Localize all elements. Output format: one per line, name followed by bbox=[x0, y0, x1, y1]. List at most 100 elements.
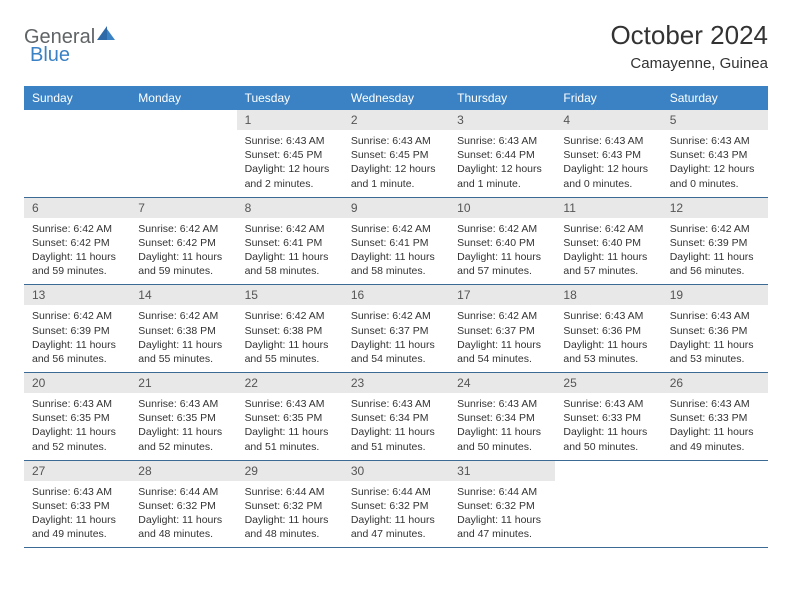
calendar-day-cell: 19Sunrise: 6:43 AMSunset: 6:36 PMDayligh… bbox=[662, 285, 768, 372]
calendar-day-cell: 26Sunrise: 6:43 AMSunset: 6:33 PMDayligh… bbox=[662, 373, 768, 460]
sunset-text: Sunset: 6:36 PM bbox=[670, 324, 760, 338]
sunset-text: Sunset: 6:37 PM bbox=[457, 324, 547, 338]
sunrise-text: Sunrise: 6:42 AM bbox=[457, 222, 547, 236]
day-number: 3 bbox=[449, 110, 555, 130]
daylight-text-1: Daylight: 11 hours bbox=[351, 513, 441, 527]
sunset-text: Sunset: 6:39 PM bbox=[32, 324, 122, 338]
day-number: 22 bbox=[237, 373, 343, 393]
sunrise-text: Sunrise: 6:43 AM bbox=[351, 397, 441, 411]
sunset-text: Sunset: 6:32 PM bbox=[245, 499, 335, 513]
sunset-text: Sunset: 6:38 PM bbox=[138, 324, 228, 338]
day-data: Sunrise: 6:42 AMSunset: 6:39 PMDaylight:… bbox=[662, 218, 768, 285]
daylight-text-1: Daylight: 12 hours bbox=[245, 162, 335, 176]
daylight-text-1: Daylight: 11 hours bbox=[351, 338, 441, 352]
day-number: 11 bbox=[555, 198, 661, 218]
sunrise-text: Sunrise: 6:43 AM bbox=[563, 134, 653, 148]
day-data: Sunrise: 6:42 AMSunset: 6:38 PMDaylight:… bbox=[237, 305, 343, 372]
calendar-day-cell: 3Sunrise: 6:43 AMSunset: 6:44 PMDaylight… bbox=[449, 110, 555, 197]
weeks-container: ....1Sunrise: 6:43 AMSunset: 6:45 PMDayl… bbox=[24, 110, 768, 548]
daylight-text-2: and 51 minutes. bbox=[245, 440, 335, 454]
weekday-header-cell: Tuesday bbox=[237, 86, 343, 110]
day-number: 27 bbox=[24, 461, 130, 481]
sunset-text: Sunset: 6:34 PM bbox=[351, 411, 441, 425]
day-data: Sunrise: 6:44 AMSunset: 6:32 PMDaylight:… bbox=[343, 481, 449, 548]
day-number: 15 bbox=[237, 285, 343, 305]
sunrise-text: Sunrise: 6:43 AM bbox=[670, 309, 760, 323]
sunset-text: Sunset: 6:44 PM bbox=[457, 148, 547, 162]
daylight-text-2: and 48 minutes. bbox=[138, 527, 228, 541]
sunrise-text: Sunrise: 6:43 AM bbox=[245, 397, 335, 411]
day-data: Sunrise: 6:43 AMSunset: 6:45 PMDaylight:… bbox=[343, 130, 449, 197]
sunrise-text: Sunrise: 6:42 AM bbox=[563, 222, 653, 236]
daylight-text-1: Daylight: 11 hours bbox=[563, 250, 653, 264]
sunset-text: Sunset: 6:42 PM bbox=[138, 236, 228, 250]
sunset-text: Sunset: 6:41 PM bbox=[245, 236, 335, 250]
sunset-text: Sunset: 6:43 PM bbox=[563, 148, 653, 162]
daylight-text-2: and 52 minutes. bbox=[138, 440, 228, 454]
calendar-day-cell: 23Sunrise: 6:43 AMSunset: 6:34 PMDayligh… bbox=[343, 373, 449, 460]
day-number: 19 bbox=[662, 285, 768, 305]
day-number: 18 bbox=[555, 285, 661, 305]
daylight-text-1: Daylight: 12 hours bbox=[351, 162, 441, 176]
day-data: Sunrise: 6:43 AMSunset: 6:43 PMDaylight:… bbox=[555, 130, 661, 197]
sunrise-text: Sunrise: 6:43 AM bbox=[670, 397, 760, 411]
sunrise-text: Sunrise: 6:44 AM bbox=[245, 485, 335, 499]
sunset-text: Sunset: 6:40 PM bbox=[563, 236, 653, 250]
sunrise-text: Sunrise: 6:42 AM bbox=[457, 309, 547, 323]
day-number: 21 bbox=[130, 373, 236, 393]
sunrise-text: Sunrise: 6:43 AM bbox=[32, 397, 122, 411]
day-number: 31 bbox=[449, 461, 555, 481]
calendar-day-cell: 8Sunrise: 6:42 AMSunset: 6:41 PMDaylight… bbox=[237, 198, 343, 285]
daylight-text-2: and 57 minutes. bbox=[563, 264, 653, 278]
sunrise-text: Sunrise: 6:44 AM bbox=[351, 485, 441, 499]
day-data: Sunrise: 6:42 AMSunset: 6:40 PMDaylight:… bbox=[449, 218, 555, 285]
sunrise-text: Sunrise: 6:43 AM bbox=[670, 134, 760, 148]
calendar: SundayMondayTuesdayWednesdayThursdayFrid… bbox=[24, 86, 768, 548]
calendar-day-cell: 1Sunrise: 6:43 AMSunset: 6:45 PMDaylight… bbox=[237, 110, 343, 197]
calendar-day-cell: 27Sunrise: 6:43 AMSunset: 6:33 PMDayligh… bbox=[24, 461, 130, 548]
sunset-text: Sunset: 6:45 PM bbox=[351, 148, 441, 162]
calendar-day-cell: 18Sunrise: 6:43 AMSunset: 6:36 PMDayligh… bbox=[555, 285, 661, 372]
day-data: Sunrise: 6:43 AMSunset: 6:35 PMDaylight:… bbox=[24, 393, 130, 460]
day-number: 8 bbox=[237, 198, 343, 218]
daylight-text-2: and 55 minutes. bbox=[138, 352, 228, 366]
daylight-text-1: Daylight: 11 hours bbox=[670, 425, 760, 439]
daylight-text-1: Daylight: 12 hours bbox=[670, 162, 760, 176]
sunset-text: Sunset: 6:37 PM bbox=[351, 324, 441, 338]
daylight-text-1: Daylight: 11 hours bbox=[351, 425, 441, 439]
day-data: Sunrise: 6:43 AMSunset: 6:35 PMDaylight:… bbox=[237, 393, 343, 460]
daylight-text-1: Daylight: 11 hours bbox=[32, 338, 122, 352]
sunset-text: Sunset: 6:35 PM bbox=[245, 411, 335, 425]
weekday-header-row: SundayMondayTuesdayWednesdayThursdayFrid… bbox=[24, 86, 768, 110]
day-number: 12 bbox=[662, 198, 768, 218]
sunset-text: Sunset: 6:39 PM bbox=[670, 236, 760, 250]
daylight-text-1: Daylight: 12 hours bbox=[563, 162, 653, 176]
daylight-text-2: and 56 minutes. bbox=[32, 352, 122, 366]
day-data: Sunrise: 6:42 AMSunset: 6:41 PMDaylight:… bbox=[237, 218, 343, 285]
sunrise-text: Sunrise: 6:42 AM bbox=[245, 309, 335, 323]
day-number: 1 bbox=[237, 110, 343, 130]
day-number: 26 bbox=[662, 373, 768, 393]
daylight-text-1: Daylight: 11 hours bbox=[245, 250, 335, 264]
day-data: Sunrise: 6:42 AMSunset: 6:40 PMDaylight:… bbox=[555, 218, 661, 285]
day-data: Sunrise: 6:43 AMSunset: 6:44 PMDaylight:… bbox=[449, 130, 555, 197]
sunrise-text: Sunrise: 6:42 AM bbox=[32, 222, 122, 236]
day-number: 5 bbox=[662, 110, 768, 130]
calendar-day-cell: 6Sunrise: 6:42 AMSunset: 6:42 PMDaylight… bbox=[24, 198, 130, 285]
daylight-text-1: Daylight: 11 hours bbox=[457, 338, 547, 352]
day-number: 17 bbox=[449, 285, 555, 305]
sunrise-text: Sunrise: 6:42 AM bbox=[32, 309, 122, 323]
sunrise-text: Sunrise: 6:42 AM bbox=[138, 309, 228, 323]
calendar-day-cell: 14Sunrise: 6:42 AMSunset: 6:38 PMDayligh… bbox=[130, 285, 236, 372]
logo-blue-row: Blue bbox=[30, 44, 70, 67]
day-data: Sunrise: 6:43 AMSunset: 6:45 PMDaylight:… bbox=[237, 130, 343, 197]
sunrise-text: Sunrise: 6:42 AM bbox=[138, 222, 228, 236]
day-data: Sunrise: 6:42 AMSunset: 6:39 PMDaylight:… bbox=[24, 305, 130, 372]
day-data: Sunrise: 6:43 AMSunset: 6:43 PMDaylight:… bbox=[662, 130, 768, 197]
calendar-day-cell: .. bbox=[555, 461, 661, 548]
daylight-text-1: Daylight: 11 hours bbox=[32, 513, 122, 527]
sunrise-text: Sunrise: 6:42 AM bbox=[670, 222, 760, 236]
day-data: Sunrise: 6:43 AMSunset: 6:34 PMDaylight:… bbox=[449, 393, 555, 460]
daylight-text-1: Daylight: 11 hours bbox=[138, 250, 228, 264]
daylight-text-2: and 50 minutes. bbox=[563, 440, 653, 454]
